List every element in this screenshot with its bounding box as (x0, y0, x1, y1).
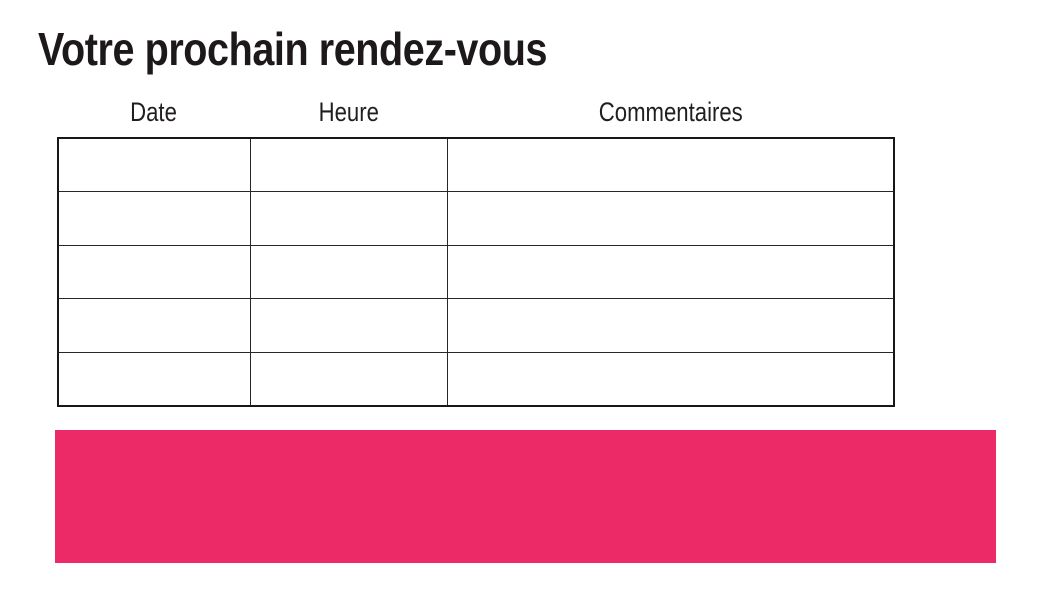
table-cell-date (59, 353, 250, 405)
table-cell-date (59, 139, 250, 191)
table-cell-commentaires (447, 352, 893, 406)
table-cell-heure (250, 245, 447, 299)
column-header-date: Date (130, 96, 177, 127)
table-cell-commentaires (447, 299, 893, 352)
column-header-commentaires: Commentaires (599, 96, 743, 127)
column-header-heure: Heure (318, 96, 379, 127)
table-row (59, 351, 893, 406)
table-cell-date (59, 299, 250, 351)
table-cell-commentaires (447, 245, 893, 299)
highlight-banner (55, 430, 996, 563)
table-cell-heure (250, 139, 447, 192)
table-row (59, 139, 893, 192)
table-cell-date (59, 192, 250, 244)
table-cell-heure (250, 192, 447, 245)
appointments-table (57, 137, 895, 407)
table-row (59, 298, 893, 352)
table-cell-heure (250, 299, 447, 352)
table-row (59, 244, 893, 299)
table-cell-commentaires (447, 139, 893, 192)
table-row (59, 191, 893, 245)
page-title: Votre prochain rendez-vous (38, 24, 630, 75)
table-header-row: Date Heure Commentaires (57, 92, 895, 132)
page-title-text: Votre prochain rendez-vous (38, 23, 548, 75)
table-cell-heure (250, 352, 447, 406)
table-cell-commentaires (447, 192, 893, 245)
table-cell-date (59, 246, 250, 298)
